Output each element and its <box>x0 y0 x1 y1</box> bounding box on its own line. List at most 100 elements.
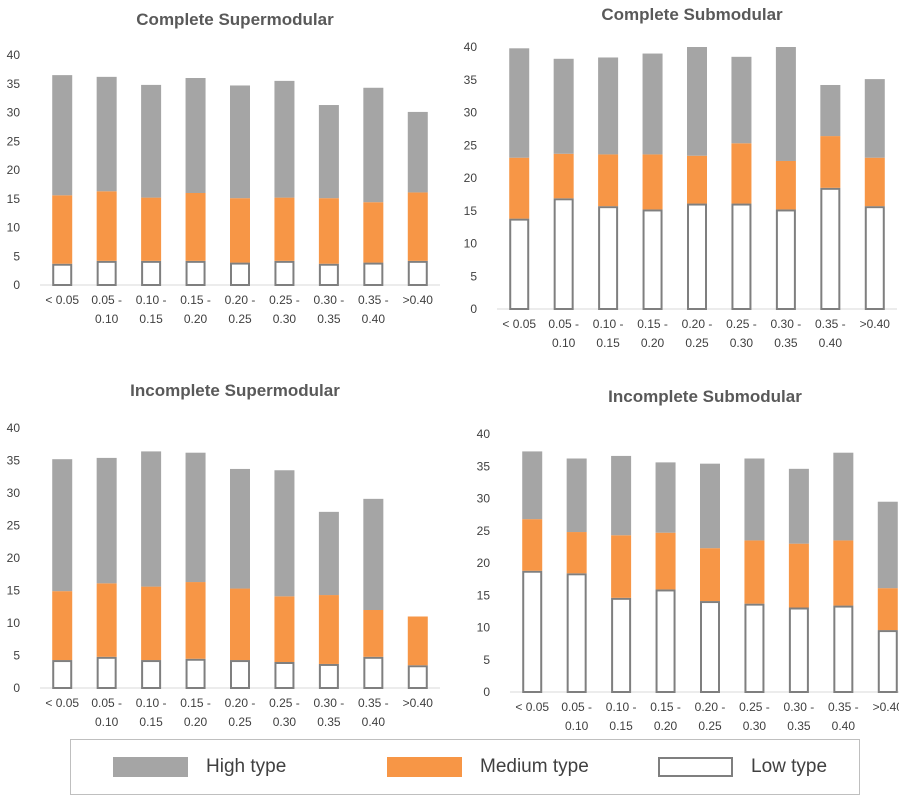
chart-svg: Incomplete Submodular 0 5 10 15 20 25 30 35 40 < 0… <box>477 387 899 733</box>
x-tick-label: 0.25 -0.30 <box>269 293 300 326</box>
bar-segment-low <box>141 260 162 287</box>
bar-segment-low <box>864 206 885 310</box>
y-tick-label: 20 <box>477 556 491 570</box>
x-tick-label: 0.20 -0.25 <box>225 293 256 326</box>
x-tick-label: 0.20 -0.25 <box>695 700 726 733</box>
bar-segment-medium <box>864 157 885 207</box>
x-tick-label: 0.05 -0.10 <box>91 696 122 729</box>
y-tick-label: 5 <box>13 649 20 663</box>
y-tick-label: 20 <box>464 171 478 185</box>
bar-segment-medium <box>522 519 543 571</box>
legend-label-medium: Medium type <box>480 756 589 777</box>
y-tick-label: 25 <box>7 519 21 533</box>
bar-segment-high <box>833 452 854 541</box>
bar-segment-high <box>700 463 720 549</box>
y-tick-label: 15 <box>464 204 478 218</box>
bar-segment-high <box>775 47 796 161</box>
x-tick-label: 0.35 -0.40 <box>358 293 389 326</box>
bar-segment-low <box>642 209 663 310</box>
bar-segment-medium <box>820 136 841 188</box>
y-tick-label: 15 <box>477 588 491 602</box>
y-tick-label: 0 <box>13 278 20 292</box>
bar-segment-medium <box>230 198 250 263</box>
bar-segment-low <box>407 665 428 689</box>
bar-segment-medium <box>407 192 428 261</box>
bar-segment-high <box>141 451 162 587</box>
bar-segment-low <box>820 187 841 310</box>
legend-label-high: High type <box>206 756 287 777</box>
bar-segment-high <box>185 452 206 583</box>
y-tick-label: 0 <box>483 685 490 699</box>
x-tick-label: 0.35 -0.40 <box>815 317 846 350</box>
y-tick-label: 40 <box>7 421 21 435</box>
x-tick-label: 0.30 -0.35 <box>314 696 345 729</box>
y-tick-label: 30 <box>477 492 491 506</box>
bar-segment-high <box>230 85 250 199</box>
bar-segment-high <box>744 458 765 541</box>
bar-segment-low <box>611 597 632 693</box>
x-tick-label: 0.10 -0.15 <box>136 696 167 729</box>
x-tick-label: 0.05 -0.10 <box>91 293 122 326</box>
legend-swatch-medium <box>387 757 462 777</box>
bar-segment-medium <box>230 588 250 661</box>
bar-segment-low <box>274 662 295 689</box>
bar-segment-medium <box>553 153 574 199</box>
x-tick-label: 0.25 -0.30 <box>269 696 300 729</box>
bar-segment-low <box>509 218 530 310</box>
bar-segment-high <box>864 79 885 158</box>
x-tick-label: 0.25 -0.30 <box>726 317 757 350</box>
x-tick-label: < 0.05 <box>45 293 79 307</box>
y-tick-label: 35 <box>477 459 491 473</box>
bar-segment-medium <box>274 197 295 261</box>
bar-segment-high <box>731 56 752 144</box>
bar-segment-low <box>230 262 250 287</box>
bar-segment-low <box>141 660 162 689</box>
bar-segment-medium <box>788 543 809 608</box>
chart-svg: Incomplete Supermodular 0 5 10 15 20 25 30 35 40 <… <box>7 381 440 729</box>
legend-item-low: Low type <box>658 740 827 794</box>
bar-segment-low <box>775 209 796 310</box>
bar-segment-low <box>52 660 73 689</box>
x-tick-label: 0.20 -0.25 <box>682 317 713 350</box>
x-tick-label: < 0.05 <box>515 700 549 714</box>
bar-segment-medium <box>363 610 384 657</box>
chart-incomplete-submodular: Incomplete Submodular 0 5 10 15 20 25 30 35 40 < 0… <box>450 382 899 742</box>
bar-segment-high <box>318 511 339 596</box>
x-tick-label: >0.40 <box>860 317 891 331</box>
y-tick-label: 40 <box>464 40 478 54</box>
bar-segment-low <box>598 206 619 310</box>
x-tick-label: 0.15 -0.20 <box>650 700 681 733</box>
y-tick-label: 10 <box>477 621 491 635</box>
x-tick-label: 0.05 -0.10 <box>561 700 592 733</box>
x-tick-label: 0.15 -0.20 <box>180 293 211 326</box>
x-tick-label: 0.10 -0.15 <box>606 700 637 733</box>
bar-segment-low <box>788 607 809 694</box>
y-tick-label: 35 <box>464 73 478 87</box>
legend-item-high: High type <box>113 740 286 794</box>
bar-segment-high <box>655 462 676 533</box>
chart-legend: High type Medium type Low type <box>70 739 860 795</box>
y-tick-label: 20 <box>7 551 21 565</box>
bar-segment-medium <box>642 154 663 210</box>
bar-segment-low <box>96 260 117 287</box>
bar-segment-high <box>820 84 841 137</box>
bar-segment-high <box>52 459 73 592</box>
bar-segment-low <box>687 203 707 310</box>
chart-title: Incomplete Submodular <box>608 387 802 406</box>
y-tick-label: 25 <box>7 134 21 148</box>
y-tick-label: 5 <box>470 269 477 283</box>
bar-segment-low <box>655 589 676 694</box>
bar-segment-high <box>274 80 295 198</box>
chart-complete-submodular: Complete Submodular 0 5 10 15 20 25 30 35 40 < 0.0… <box>450 0 897 360</box>
x-tick-label: 0.35 -0.40 <box>828 700 859 733</box>
bar-segment-high <box>363 87 384 203</box>
bar-segment-low <box>318 663 339 690</box>
chart-svg: Complete Submodular 0 5 10 15 20 25 30 35 40 < 0.0… <box>464 5 897 350</box>
bar-segment-high <box>877 501 898 589</box>
bar-segment-medium <box>96 583 117 657</box>
bar-segment-medium <box>509 157 530 219</box>
y-tick-label: 25 <box>477 524 491 538</box>
legend-item-medium: Medium type <box>387 740 589 794</box>
bar-segment-low <box>230 660 250 689</box>
bar-segment-low <box>363 262 384 287</box>
